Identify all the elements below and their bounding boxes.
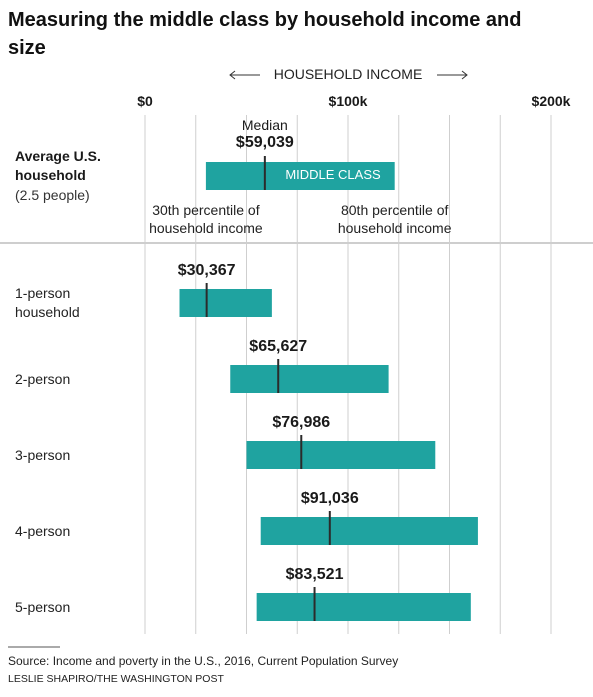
value-label: $30,367 [177,262,236,279]
credit: LESLIE SHAPIRO/THE WASHINGTON POST [8,673,224,685]
x-tick-label: $200k [531,93,571,109]
range-bar [256,593,471,621]
median-title: Median [241,117,288,133]
high-label: 80th percentile of household income [337,202,452,236]
value-label: $65,627 [249,338,308,355]
axis-arrow [461,70,468,80]
x-tick-label: $0 [137,93,153,109]
category-label: 5-person [15,598,71,615]
axis-arrow [229,70,236,80]
range-bar [179,289,272,317]
range-bar [205,162,395,190]
reference-label: Average U.S. household [15,148,101,183]
x-axis-label: HOUSEHOLD INCOME [273,66,423,82]
chart-title: Measuring the middle class by household … [8,9,522,59]
x-tick-label: $100k [328,93,368,109]
range-bar [246,441,436,469]
source: Source: Income and poverty in the U.S., … [8,654,399,668]
value-label: $83,521 [285,566,344,583]
band-label: MIDDLE CLASS [285,167,381,182]
category-label: 4-person [15,522,71,539]
range-bar [260,517,478,545]
category-label: 1-person household [15,285,80,320]
value-label: $76,986 [272,414,331,431]
low-label: 30th percentile of household income [149,202,263,236]
category-label: 2-person [15,370,71,387]
category-label: 3-person [15,446,71,463]
reference-sublabel: (2.5 people) [15,187,90,203]
value-label: $91,036 [300,490,359,507]
range-bar [230,365,389,393]
median-label: $59,039 [235,134,294,151]
